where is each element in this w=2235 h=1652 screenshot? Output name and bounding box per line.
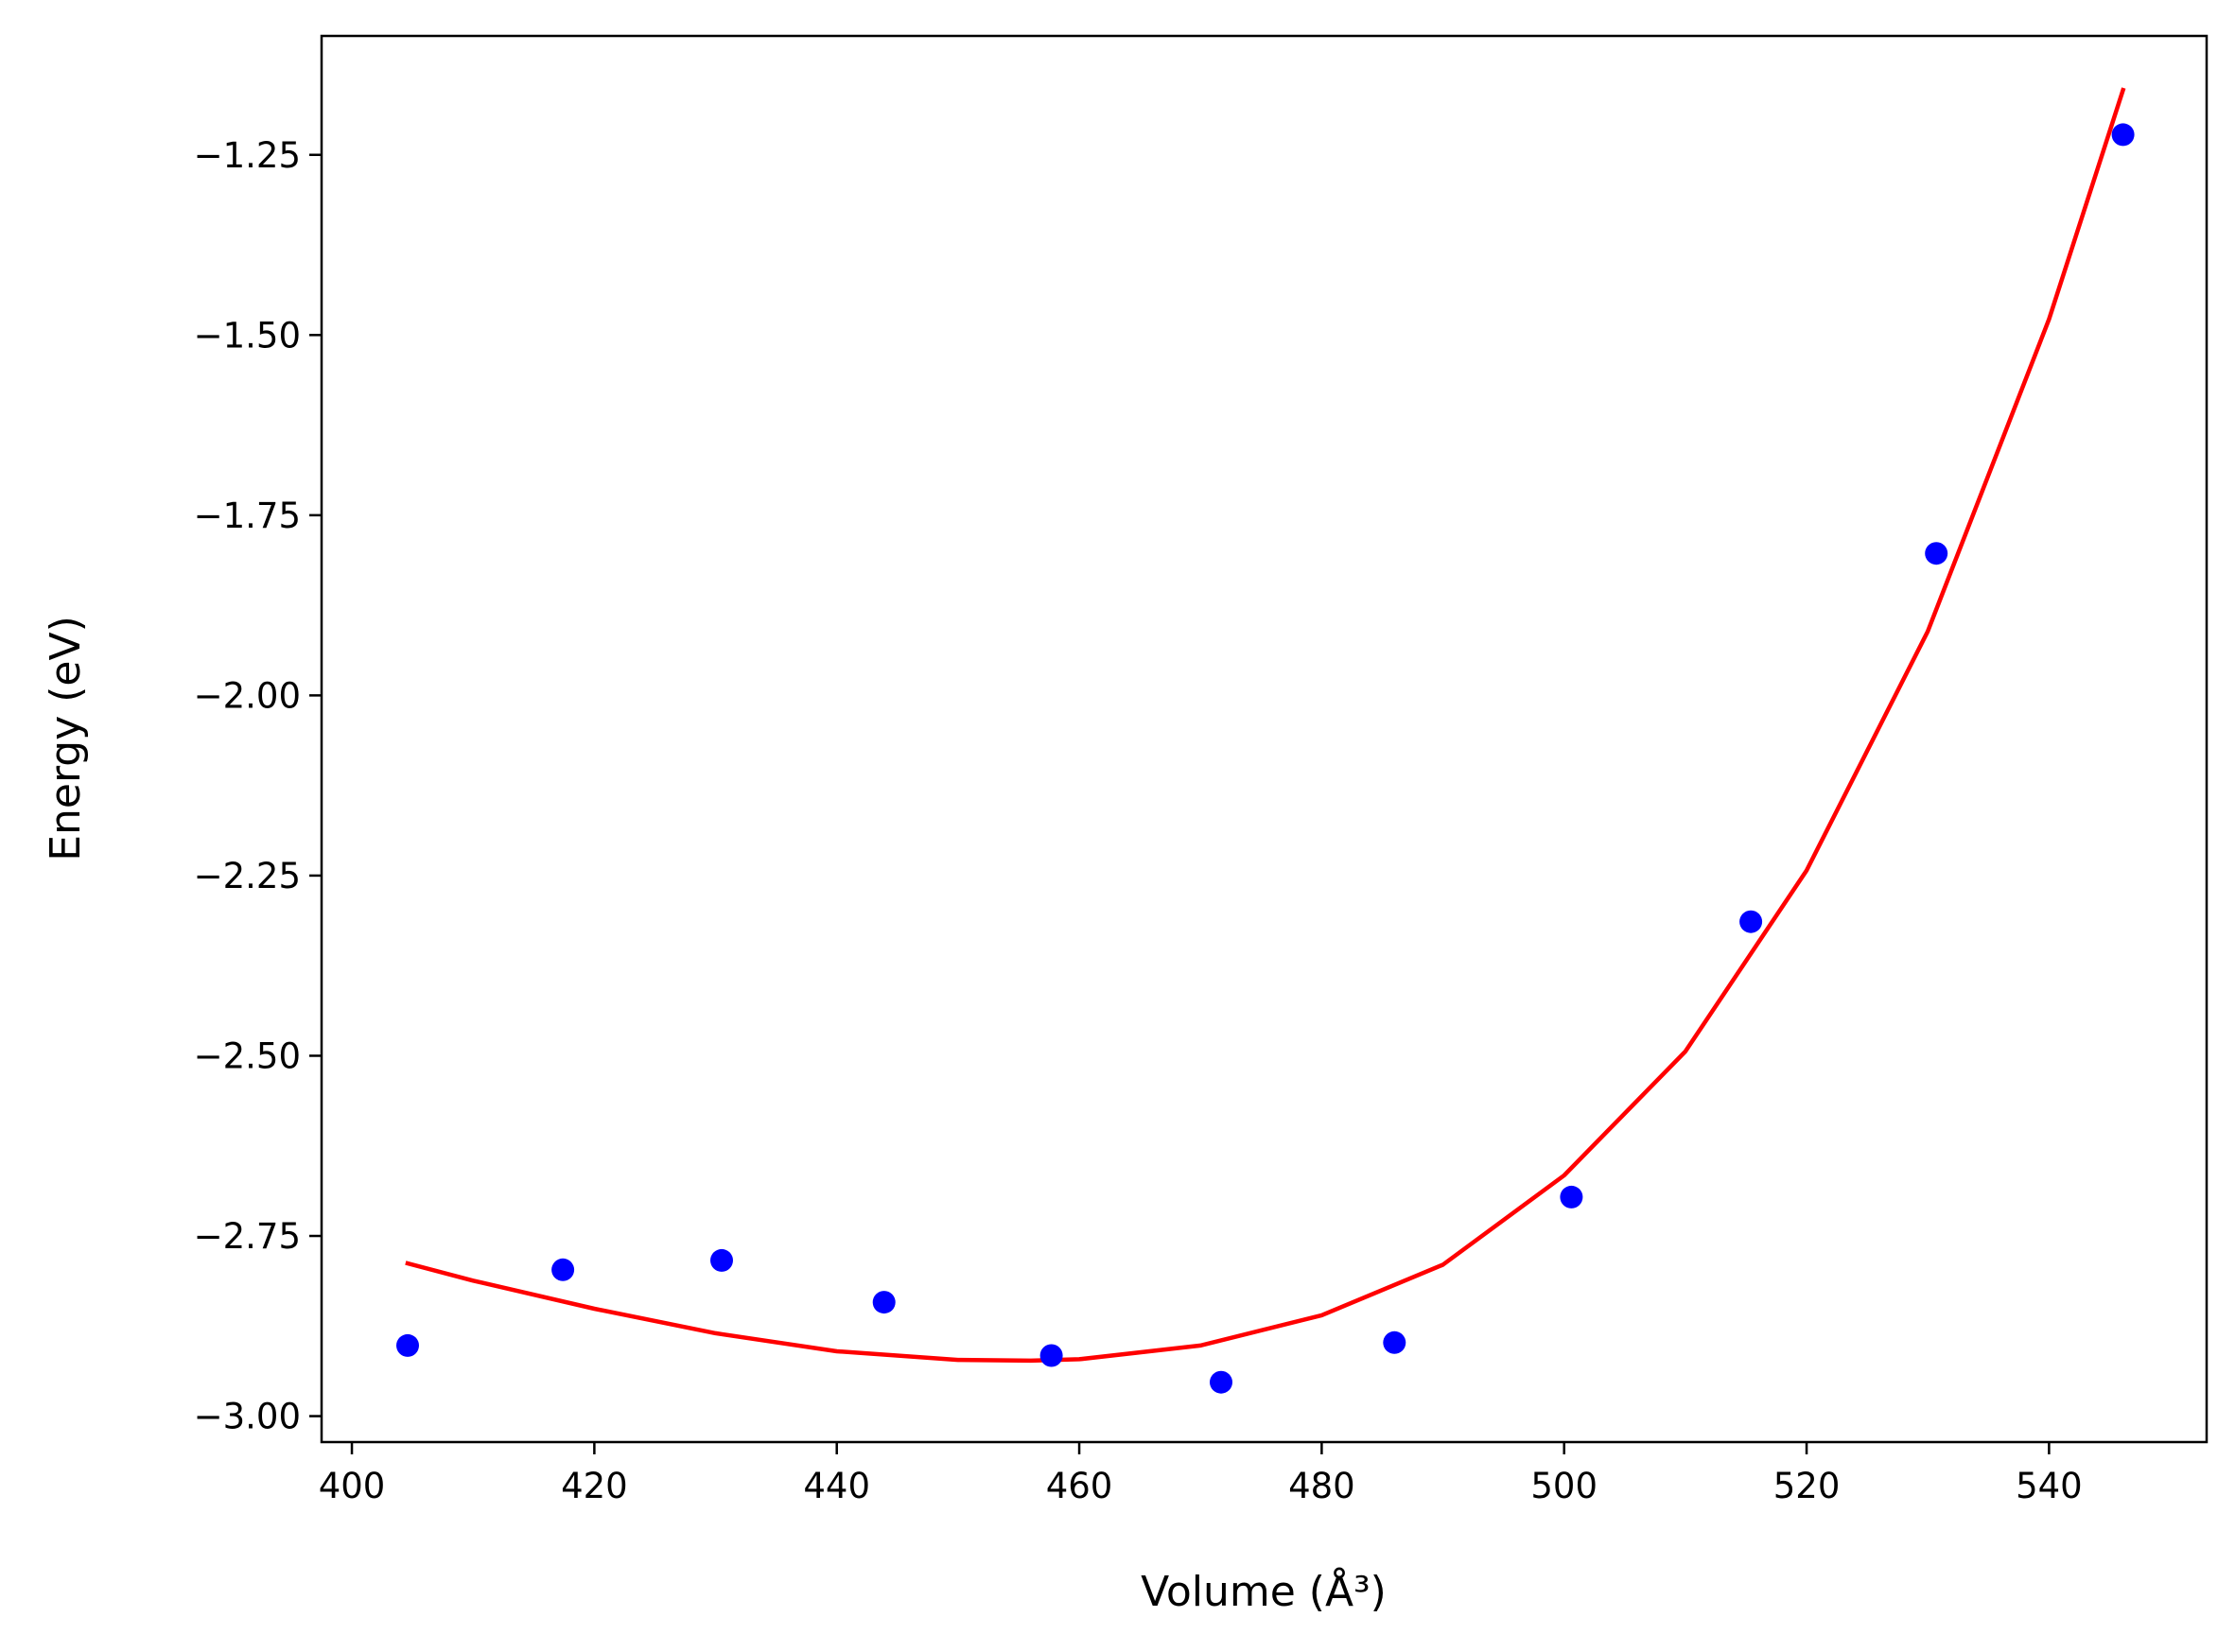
data-point-2 — [551, 1258, 575, 1281]
y-axis-ticks: −1.25 −1.50 −1.75 −2.00 −2.25 −2.50 −2.75 −3.00 — [194, 135, 322, 1437]
plot-area — [322, 36, 2207, 1442]
y-tick-label: −1.50 — [194, 315, 301, 356]
x-axis-ticks: 400 420 440 460 480 500 520 540 — [319, 1442, 2083, 1506]
y-tick-label: −3.00 — [194, 1397, 301, 1437]
data-point-10 — [1925, 542, 1948, 565]
x-axis-label: Volume (Å³) — [1141, 1566, 1387, 1616]
y-axis-label: Energy (eV) — [42, 616, 90, 861]
x-tick-label: 460 — [1046, 1466, 1113, 1506]
y-tick-label: −2.75 — [194, 1216, 301, 1257]
data-point-1 — [396, 1333, 419, 1357]
plot-frame — [320, 34, 2209, 1444]
data-point-11 — [2111, 123, 2135, 147]
x-tick-label: 440 — [803, 1466, 870, 1506]
x-tick-label: 400 — [319, 1466, 386, 1506]
x-tick-label: 480 — [1288, 1466, 1355, 1506]
x-tick-label: 420 — [561, 1466, 628, 1506]
y-tick-label: −2.50 — [194, 1035, 301, 1076]
y-tick-label: −1.25 — [194, 135, 301, 176]
data-point-5 — [1039, 1344, 1063, 1367]
fit-curve — [405, 87, 2126, 1364]
fit-curve-layer — [405, 87, 2126, 1364]
data-point-3 — [710, 1248, 733, 1272]
y-tick-label: −1.75 — [194, 496, 301, 536]
x-tick-label: 500 — [1530, 1466, 1598, 1506]
data-point-4 — [872, 1291, 896, 1314]
y-tick-label: −2.00 — [194, 675, 301, 716]
data-point-9 — [1739, 910, 1763, 933]
data-point-7 — [1383, 1330, 1406, 1354]
y-tick-label: −2.25 — [194, 856, 301, 896]
x-tick-label: 520 — [1773, 1466, 1841, 1506]
data-points-layer — [396, 123, 2135, 1394]
x-tick-label: 540 — [2016, 1466, 2083, 1506]
data-point-8 — [1560, 1185, 1583, 1209]
data-point-6 — [1210, 1370, 1232, 1394]
